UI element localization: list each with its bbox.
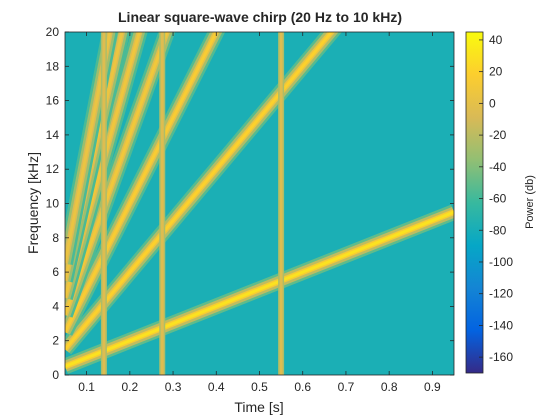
colorbar-tick-label: -20 (489, 128, 507, 142)
colorbar-tick-label: -60 (489, 192, 507, 206)
y-tick-label: 2 (52, 334, 59, 348)
y-tick-label: 14 (46, 128, 60, 142)
y-tick-label: 18 (46, 59, 60, 73)
harmonic-9-trace (65, 32, 148, 300)
harmonic-1-trace (65, 204, 454, 374)
colorbar-tick-label: -100 (489, 255, 513, 269)
harmonic-7-band-3 (65, 32, 169, 316)
x-tick-label: 0.2 (121, 380, 138, 394)
colorbar-tick-label: 0 (489, 96, 496, 110)
y-tick-label: 20 (46, 25, 60, 39)
colorbar-gradient (465, 31, 484, 374)
colorbar-tick-label: -80 (489, 223, 507, 237)
colorbar-tick-label: 20 (489, 65, 503, 79)
x-tick-label: 0.3 (165, 380, 182, 394)
y-tick-label: 10 (46, 197, 60, 211)
harmonic-7-trace (65, 32, 176, 318)
colorbar-tick-label: -120 (489, 287, 513, 301)
alias-transient-core-0 (102, 32, 106, 375)
harmonic-5-band-3 (65, 32, 218, 333)
alias-transients (100, 32, 285, 375)
x-axis-label: Time [s] (234, 399, 283, 415)
x-tick-label: 0.6 (294, 380, 311, 394)
harmonic-5-trace (65, 32, 226, 336)
y-tick-label: 0 (52, 368, 59, 382)
x-tick-label: 0.5 (251, 380, 268, 394)
x-tick-label: 0.1 (78, 380, 95, 394)
colorbar-tick-label: -40 (489, 160, 507, 174)
y-tick-label: 6 (52, 265, 59, 279)
harmonic-1-band-3 (65, 210, 454, 368)
x-tick-label: 0.8 (381, 380, 398, 394)
colorbar-ticks: 40 20 0 -20 -40 -60 -80 -100 -120 -140 -160 (479, 33, 513, 364)
chart-title: Linear square-wave chirp (20 Hz to 10 kH… (118, 9, 402, 25)
y-tick-label: 16 (46, 94, 60, 108)
y-tick-label: 8 (52, 231, 59, 245)
spectrogram-plot (65, 32, 454, 375)
harmonic-9-band-3 (65, 32, 141, 299)
x-tick-label: 0.7 (338, 380, 355, 394)
colorbar: 40 20 0 -20 -40 -60 -80 -100 -120 -140 -160 Power … (465, 31, 536, 374)
alias-transient-core-2 (279, 32, 283, 375)
harmonic-traces (65, 32, 454, 374)
x-axis-ticks: 0.1 0.2 0.3 0.4 0.5 0.6 0.7 0.8 0.9 (78, 32, 441, 394)
y-tick-label: 4 (52, 299, 59, 313)
colorbar-label: Power (db) (524, 175, 536, 229)
x-tick-label: 0.4 (208, 380, 225, 394)
colorbar-tick-label: -140 (489, 318, 513, 332)
y-tick-label: 12 (46, 162, 60, 176)
harmonic-3-band-3 (65, 32, 334, 351)
colorbar-tick-label: 40 (489, 33, 503, 47)
alias-transient-core-1 (160, 32, 164, 375)
y-axis-ticks: 0 2 4 6 8 10 12 14 16 18 20 (46, 25, 454, 382)
harmonic-3-trace (65, 32, 342, 355)
x-tick-label: 0.9 (424, 380, 441, 394)
colorbar-tick-label: -160 (489, 350, 513, 364)
y-axis-label: Frequency [kHz] (25, 152, 41, 254)
